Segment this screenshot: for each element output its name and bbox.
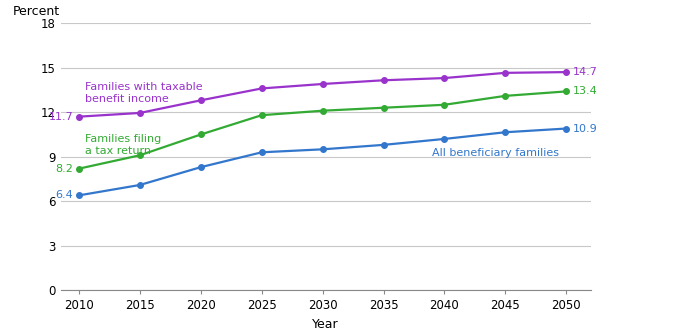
Text: Families with taxable
benefit income: Families with taxable benefit income (85, 82, 202, 104)
Text: Families filing
a tax return: Families filing a tax return (85, 135, 161, 156)
Text: 6.4: 6.4 (56, 190, 74, 200)
Text: 8.2: 8.2 (55, 164, 74, 174)
Text: 11.7: 11.7 (49, 112, 74, 122)
Text: 13.4: 13.4 (573, 86, 598, 96)
X-axis label: Year: Year (313, 318, 339, 330)
Text: 10.9: 10.9 (573, 123, 598, 134)
Text: All beneficiary families: All beneficiary families (432, 148, 560, 158)
Text: 14.7: 14.7 (573, 67, 598, 77)
Text: Percent: Percent (13, 5, 60, 18)
